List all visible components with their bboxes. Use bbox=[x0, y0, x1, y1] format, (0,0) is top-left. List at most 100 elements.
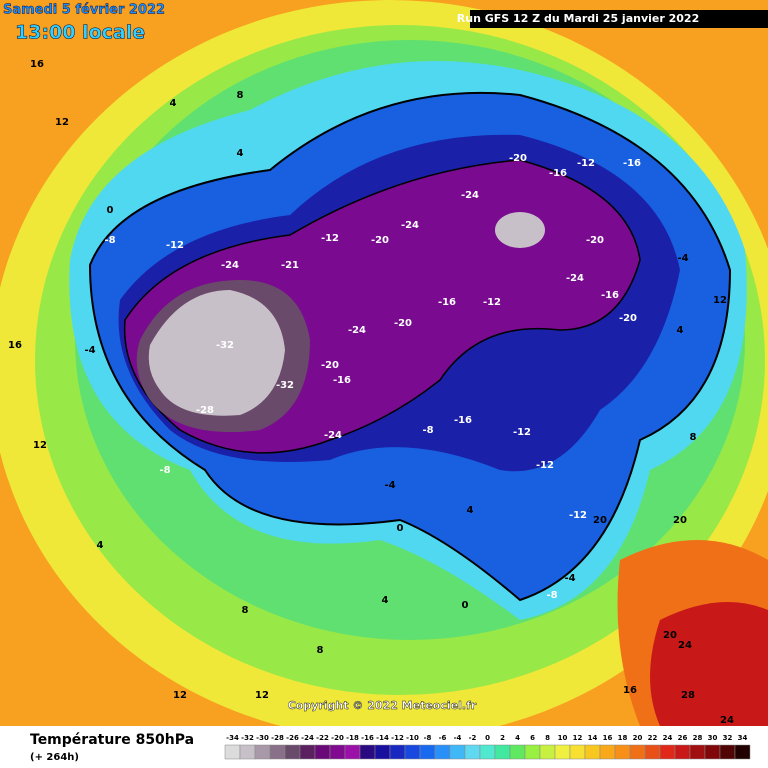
temperature-field bbox=[495, 212, 545, 248]
contour-label: 28 bbox=[681, 690, 695, 701]
legend-swatch bbox=[374, 744, 391, 760]
legend-swatch bbox=[479, 744, 496, 760]
legend-swatch bbox=[314, 744, 331, 760]
contour-label: 8 bbox=[242, 605, 249, 616]
legend-tick-label: 26 bbox=[678, 734, 688, 742]
contour-label: 8 bbox=[317, 645, 324, 656]
contour-label: -4 bbox=[677, 253, 688, 264]
legend-tick-label: -6 bbox=[439, 734, 447, 742]
temperature-field bbox=[148, 290, 285, 416]
legend-swatch bbox=[449, 744, 466, 760]
legend-tick-label: -12 bbox=[391, 734, 404, 742]
legend-tick-label: 10 bbox=[558, 734, 568, 742]
contour-label: 4 bbox=[677, 325, 684, 336]
contour-label: 4 bbox=[97, 540, 104, 551]
contour-label: -16 bbox=[549, 168, 567, 179]
legend-swatch bbox=[389, 744, 406, 760]
contour-label: 8 bbox=[237, 90, 244, 101]
contour-label: -12 bbox=[577, 158, 595, 169]
contour-label: -12 bbox=[166, 240, 184, 251]
legend-tick-label: 6 bbox=[530, 734, 535, 742]
contour-label: -24 bbox=[324, 430, 342, 441]
legend-tick-label: 14 bbox=[588, 734, 598, 742]
contour-label: 12 bbox=[713, 295, 727, 306]
legend-tick-label: -14 bbox=[376, 734, 389, 742]
contour-label: -20 bbox=[394, 318, 412, 329]
contour-label: 0 bbox=[397, 523, 404, 534]
legend-swatch bbox=[224, 744, 241, 760]
legend-tick-label: 4 bbox=[515, 734, 520, 742]
contour-label: -8 bbox=[422, 425, 433, 436]
legend-tick-label: -22 bbox=[316, 734, 329, 742]
legend-tick-label: 34 bbox=[738, 734, 748, 742]
legend-tick-label: -32 bbox=[241, 734, 254, 742]
legend-swatch bbox=[239, 744, 256, 760]
legend-tick-label: 18 bbox=[618, 734, 628, 742]
contour-label: 20 bbox=[593, 515, 607, 526]
legend-tick-label: 8 bbox=[545, 734, 550, 742]
contour-label: 24 bbox=[678, 640, 692, 651]
contour-label: -12 bbox=[569, 510, 587, 521]
legend-swatch bbox=[254, 744, 271, 760]
contour-label: -4 bbox=[564, 573, 575, 584]
legend-swatch bbox=[584, 744, 601, 760]
legend-swatch bbox=[569, 744, 586, 760]
contour-label: -16 bbox=[623, 158, 641, 169]
legend-swatch bbox=[704, 744, 721, 760]
run-info: Run GFS 12 Z du Mardi 25 janvier 2022 bbox=[457, 12, 699, 25]
legend-swatch bbox=[299, 744, 316, 760]
legend-tick-label: -26 bbox=[286, 734, 299, 742]
contour-label: -16 bbox=[601, 290, 619, 301]
legend-swatch bbox=[734, 744, 751, 760]
legend-tick-label: -8 bbox=[424, 734, 432, 742]
legend-swatch bbox=[404, 744, 421, 760]
legend-swatch bbox=[344, 744, 361, 760]
contour-label: -28 bbox=[196, 405, 214, 416]
contour-label: 24 bbox=[720, 715, 734, 726]
legend-tick-label: 30 bbox=[708, 734, 718, 742]
contour-label: 20 bbox=[673, 515, 687, 526]
contour-label: -20 bbox=[371, 235, 389, 246]
footer-lead: (+ 264h) bbox=[30, 752, 79, 763]
contour-label: -24 bbox=[461, 190, 479, 201]
legend-tick-label: 22 bbox=[648, 734, 658, 742]
legend-swatch bbox=[494, 744, 511, 760]
map-date: Samedi 5 février 2022 bbox=[3, 3, 165, 18]
contour-label: -20 bbox=[509, 153, 527, 164]
legend-swatch bbox=[359, 744, 376, 760]
contour-label: 0 bbox=[107, 205, 114, 216]
legend-tick-label: 32 bbox=[723, 734, 733, 742]
legend-swatch bbox=[614, 744, 631, 760]
legend-swatch bbox=[539, 744, 556, 760]
contour-label: 12 bbox=[173, 690, 187, 701]
legend-swatch bbox=[629, 744, 646, 760]
contour-label: -32 bbox=[276, 380, 294, 391]
temperature-field bbox=[650, 602, 768, 726]
legend-swatch bbox=[659, 744, 676, 760]
contour-label: -12 bbox=[513, 427, 531, 438]
color-legend: -34 -32 -30 -28 -26 -24 -22 -20 -18 -16 -14 -12 -10-… bbox=[224, 734, 751, 760]
legend-tick-label: -30 bbox=[256, 734, 269, 742]
legend-tick-label: -18 bbox=[346, 734, 359, 742]
contour-label: -20 bbox=[586, 235, 604, 246]
legend-swatch bbox=[329, 744, 346, 760]
contour-label: -24 bbox=[566, 273, 584, 284]
legend-tick-label: -16 bbox=[361, 734, 374, 742]
contour-label: -20 bbox=[619, 313, 637, 324]
legend-tick-label: 12 bbox=[573, 734, 583, 742]
legend-swatch bbox=[524, 744, 541, 760]
contour-label: -21 bbox=[281, 260, 299, 271]
legend-tick-label: 2 bbox=[500, 734, 505, 742]
contour-label: -16 bbox=[454, 415, 472, 426]
contour-label: -12 bbox=[536, 460, 554, 471]
legend-tick-label: -28 bbox=[271, 734, 284, 742]
contour-label: -20 bbox=[321, 360, 339, 371]
legend-tick-label: 0 bbox=[485, 734, 490, 742]
contour-label: -12 bbox=[483, 297, 501, 308]
legend-swatch bbox=[419, 744, 436, 760]
legend-tick-label: -34 bbox=[226, 734, 239, 742]
legend-tick-label: -24 bbox=[301, 734, 314, 742]
contour-label: 12 bbox=[55, 117, 69, 128]
legend-tick-label: 24 bbox=[663, 734, 673, 742]
